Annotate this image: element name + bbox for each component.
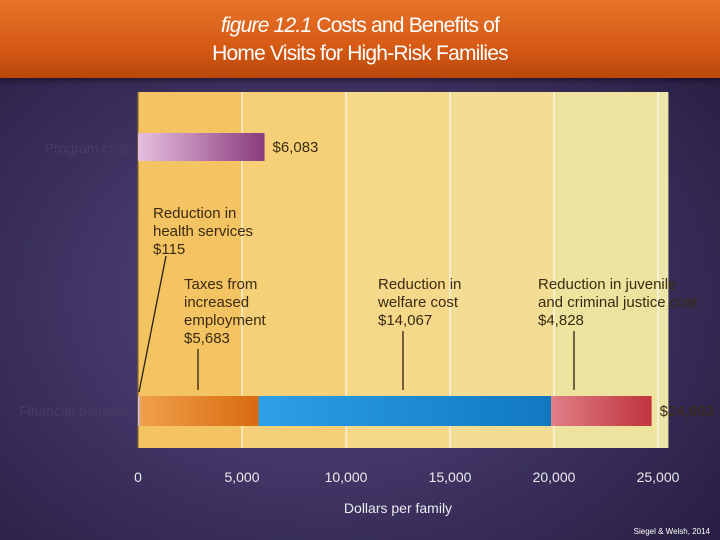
annotation-text: welfare cost bbox=[377, 294, 459, 311]
leader-lines bbox=[138, 255, 575, 393]
background-band bbox=[346, 92, 450, 448]
x-tick-label: 25,000 bbox=[637, 469, 680, 485]
annotation-text: health services bbox=[153, 223, 253, 240]
x-tick-label: 10,000 bbox=[325, 469, 368, 485]
annotation-text: employment bbox=[184, 312, 267, 329]
bars bbox=[138, 133, 652, 426]
x-tick-label: 0 bbox=[134, 469, 142, 485]
annotation-text: Taxes from bbox=[184, 276, 257, 293]
category-label-financial-benefits: Financial benefits bbox=[19, 403, 128, 419]
juvenile-segment bbox=[551, 396, 652, 426]
title-bar bbox=[0, 0, 720, 78]
annotation-text: Reduction in juvenile bbox=[538, 276, 676, 293]
annotation-text: and criminal justice cost bbox=[538, 294, 698, 311]
title-line-1: figure 12.1 Costs and Benefits of bbox=[0, 12, 720, 40]
annotation-value: $115 bbox=[153, 241, 185, 258]
x-tick-label: 5,000 bbox=[224, 469, 259, 485]
program-cost-bar bbox=[138, 133, 265, 161]
leader-health bbox=[138, 255, 167, 393]
chart-labels: $6,083 Program cost $24,693 Financial benef… bbox=[19, 139, 714, 420]
health-segment bbox=[138, 396, 141, 426]
annotation-value: $5,683 bbox=[184, 330, 230, 347]
x-tick-label: 15,000 bbox=[429, 469, 472, 485]
background-band bbox=[658, 92, 669, 448]
program-cost-value-label: $6,083 bbox=[273, 139, 319, 156]
title-line-2: Home Visits for High-Risk Families bbox=[212, 42, 508, 65]
annotation-value: $4,828 bbox=[538, 312, 584, 329]
annotation-value: $14,067 bbox=[378, 312, 432, 329]
slide-title: figure 12.1 Costs and Benefits of Home V… bbox=[0, 12, 720, 68]
x-axis: 0 5,000 10,000 15,000 20,000 25,000 Dollars pe… bbox=[134, 469, 680, 516]
category-label-program-cost: Program cost bbox=[45, 140, 128, 156]
credit: Siegel & Welsh, 2014 bbox=[633, 527, 710, 536]
benefits-total-label: $24,693 bbox=[660, 403, 714, 420]
welfare-segment bbox=[258, 396, 552, 426]
x-tick-label: 20,000 bbox=[533, 469, 576, 485]
taxes-segment bbox=[140, 396, 259, 426]
background-band bbox=[554, 92, 658, 448]
annotation-text: increased bbox=[184, 294, 249, 311]
title-text-1: Costs and Benefits of bbox=[316, 14, 500, 37]
figure-label: figure 12.1 bbox=[220, 14, 312, 37]
annotation-text: Reduction in bbox=[378, 276, 461, 293]
annotation-text: Reduction in bbox=[153, 205, 236, 222]
x-axis-title: Dollars per family bbox=[344, 500, 452, 516]
background-band bbox=[450, 92, 554, 448]
